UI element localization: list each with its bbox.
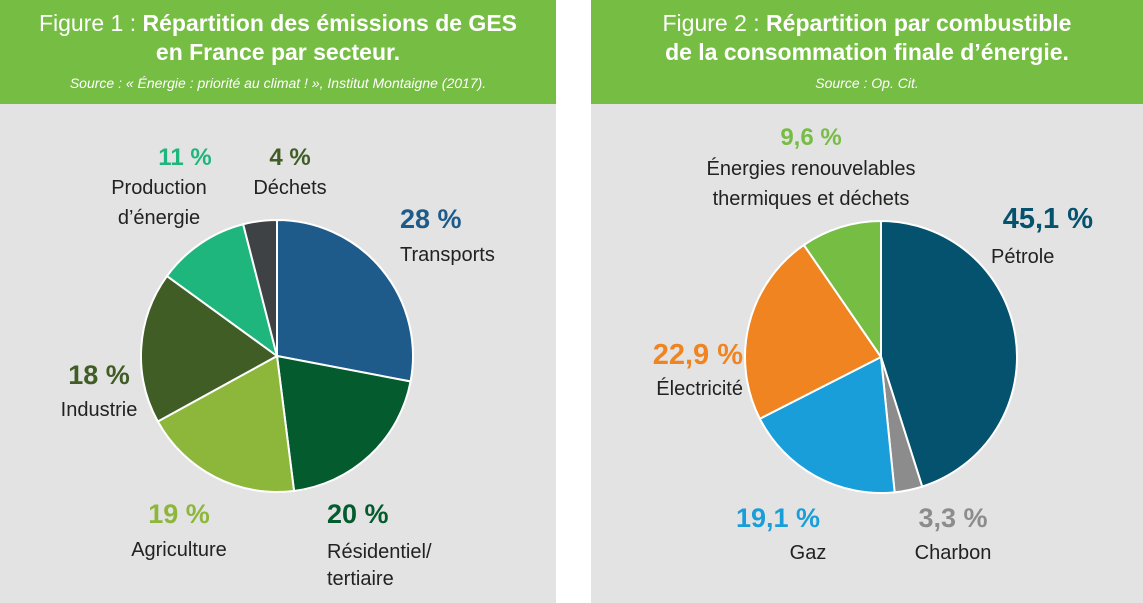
slice-transports-label: Transports — [400, 244, 495, 266]
figure-1-slice-0 — [276, 218, 414, 383]
slice-residentiel-label-line1: Résidentiel/ — [327, 541, 432, 563]
figure-2-slice-4 — [802, 219, 882, 361]
figure-2-title-line1: Répartition par combustible — [766, 10, 1072, 36]
slice-gaz-pct: 19,1 % — [735, 503, 821, 533]
slice-residentiel-label-line2: tertiaire — [327, 568, 394, 590]
slice-residentiel-pct: 20 % — [327, 499, 389, 529]
slice-transports-pct: 28 % — [400, 204, 462, 234]
figure-2-pie-chart — [744, 219, 1019, 494]
figure-1-panel: Figure 1 : Répartition des émissions de … — [0, 0, 556, 603]
figure-2-panel: Figure 2 : Répartition par combustible d… — [591, 0, 1143, 603]
slice-charbon-pct: 3,3 % — [918, 503, 988, 533]
figure-1-title-line2: en France par secteur. — [155, 39, 401, 65]
slice-electricite-label: Électricité — [656, 378, 743, 400]
figure-1-slice-3 — [140, 274, 279, 423]
figure-1-slice-1 — [275, 354, 412, 493]
slice-gaz-label: Gaz — [789, 542, 827, 564]
figure-2-slice-3 — [744, 243, 883, 421]
slice-agriculture-pct: 19 % — [148, 499, 210, 529]
slice-enr-label-line2: thermiques et déchets — [712, 188, 910, 210]
slice-agriculture-label: Agriculture — [131, 539, 227, 561]
slice-production-label-line2: d’énergie — [117, 207, 201, 229]
figure-2-slice-2 — [758, 355, 896, 494]
slice-dechets-pct: 4 % — [269, 144, 311, 171]
figure-1-slice-2 — [156, 354, 296, 493]
slice-enr-pct: 9,6 % — [780, 124, 842, 151]
figure-1-slice-4 — [165, 223, 279, 359]
figure-1-header: Figure 1 : Répartition des émissions de … — [0, 0, 556, 104]
figure-2-title-prefix: Figure 2 : — [662, 10, 767, 36]
slice-charbon-label: Charbon — [914, 542, 992, 564]
figure-1-source: Source : « Énergie : priorité au climat … — [69, 75, 487, 91]
figure-1-title-prefix: Figure 1 : — [38, 10, 143, 36]
figure-1-slice-5 — [241, 218, 278, 357]
figure-1-title: Figure 1 : Répartition des émissions de … — [0, 10, 556, 37]
figure-1-pie-chart — [140, 218, 414, 493]
figure-1-title-line1: Répartition des émissions de GES — [142, 10, 518, 36]
slice-industrie-pct: 18 % — [68, 360, 130, 390]
slice-electricite-pct: 22,9 % — [652, 339, 743, 371]
figure-2-source: Source : Op. Cit. — [815, 75, 919, 91]
slice-dechets-label: Déchets — [253, 177, 327, 199]
figure-2-header: Figure 2 : Répartition par combustible d… — [591, 0, 1143, 104]
slice-petrole-label: Pétrole — [991, 246, 1055, 268]
slice-petrole-pct: 45,1 % — [1002, 203, 1093, 235]
slice-industrie-label: Industrie — [60, 399, 138, 421]
figure-2-slice-0 — [880, 219, 1019, 488]
figure-2-title-line2: de la consommation finale d’énergie. — [665, 39, 1069, 65]
slice-production-label-line1: Production — [111, 177, 207, 199]
figure-2-title: Figure 2 : Répartition par combustible — [591, 10, 1143, 37]
slice-production-pct: 11 % — [158, 144, 212, 171]
slice-enr-label-line1: Énergies renouvelables — [706, 158, 916, 180]
